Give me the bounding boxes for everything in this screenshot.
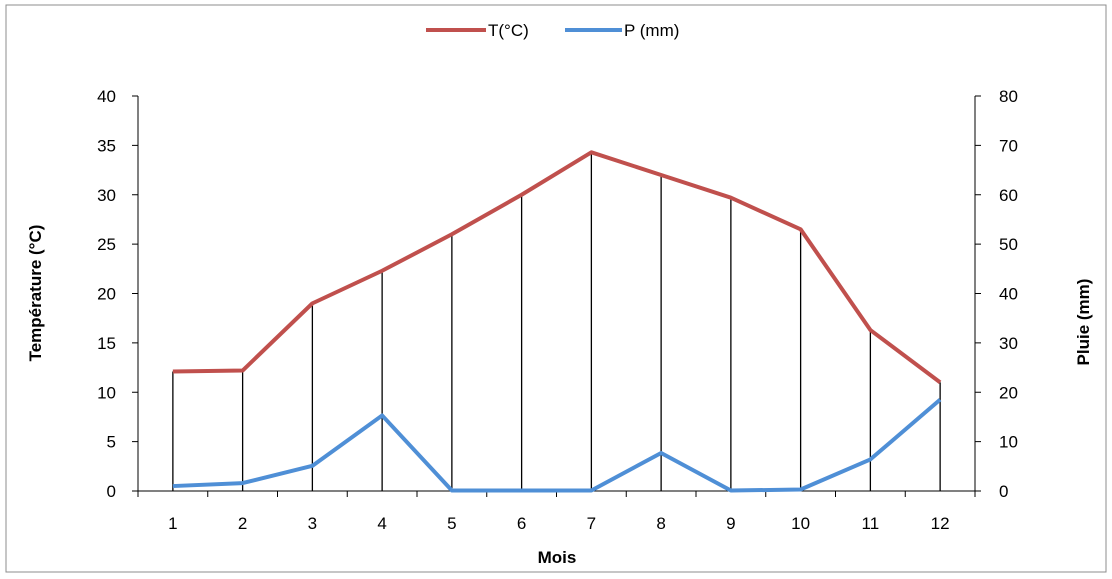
vertical-drop-lines [172,152,941,491]
left-tick-label: 40 [97,87,116,106]
x-tick-label: 3 [308,514,317,533]
right-tick-label: 10 [999,433,1018,452]
legend-label-precipitation: P (mm) [624,21,679,40]
left-tick-label: 5 [107,433,116,452]
right-tick-label: 50 [999,235,1018,254]
x-tick-label: 4 [377,514,386,533]
legend: T(°C) P (mm) [426,21,679,40]
right-axis-ticks: 0 10 20 30 40 50 60 70 80 [975,87,1018,501]
chart-border [5,4,1107,573]
right-tick-label: 20 [999,383,1018,402]
x-axis-ticks: 1 2 3 4 5 6 7 8 9 10 11 12 [137,491,976,533]
x-tick-label: 12 [931,514,950,533]
right-tick-label: 60 [999,186,1018,205]
right-tick-label: 30 [999,334,1018,353]
left-tick-label: 35 [97,136,116,155]
left-axis-ticks: 0 5 10 15 20 25 30 35 40 [97,87,138,501]
x-tick-label: 6 [517,514,526,533]
x-axis-title: Mois [538,548,577,567]
x-tick-label: 9 [726,514,735,533]
series-lines [172,150,942,493]
left-tick-label: 15 [97,334,116,353]
x-tick-label: 10 [791,514,810,533]
right-tick-label: 70 [999,136,1018,155]
right-tick-label: 40 [999,285,1018,304]
temperature-line [172,150,942,384]
right-tick-label: 80 [999,87,1018,106]
left-tick-label: 25 [97,235,116,254]
x-tick-label: 5 [447,514,456,533]
left-axis-title: Température (°C) [26,225,45,362]
right-axis-title: Pluie (mm) [1074,279,1093,366]
x-tick-label: 2 [238,514,247,533]
x-tick-label: 7 [587,514,596,533]
left-tick-label: 20 [97,285,116,304]
right-tick-label: 0 [999,482,1008,501]
x-tick-label: 8 [656,514,665,533]
left-tick-label: 30 [97,186,116,205]
legend-label-temperature: T(°C) [488,21,529,40]
left-tick-label: 10 [97,383,116,402]
x-tick-label: 11 [862,514,880,533]
precipitation-line [172,398,942,493]
x-tick-label: 1 [168,514,177,533]
left-tick-label: 0 [107,482,116,501]
